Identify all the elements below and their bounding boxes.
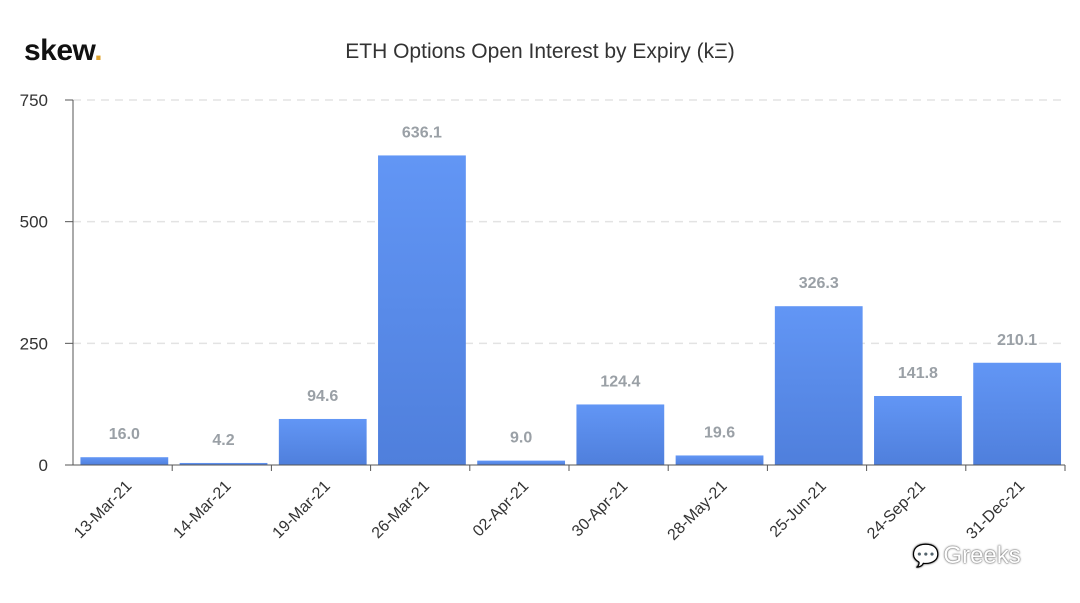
skew-logo: skew.	[24, 34, 103, 68]
x-tick-label: 31-Dec-21	[963, 478, 1028, 543]
bar-24-sep-21	[874, 395, 962, 465]
x-tick-label: 24-Sep-21	[864, 478, 929, 543]
x-tick-label: 02-Apr-21	[470, 478, 532, 540]
logo-text: skew	[24, 34, 95, 67]
bar-28-may-21	[675, 455, 764, 465]
bar-30-apr-21	[576, 404, 665, 465]
bar-19-mar-21	[278, 418, 367, 465]
data-label: 16.0	[109, 426, 140, 443]
bar-14-mar-21	[179, 462, 268, 465]
x-tick-label: 14-Mar-21	[170, 478, 234, 542]
bar-02-apr-21	[477, 460, 566, 465]
wechat-icon: 💬	[912, 543, 940, 568]
data-label: 636.1	[402, 124, 442, 141]
logo-dot: .	[94, 34, 103, 67]
data-label: 326.3	[799, 275, 839, 292]
grid-lines	[73, 99, 1065, 345]
data-label: 141.8	[898, 365, 938, 382]
x-tick-label: 30-Apr-21	[569, 478, 631, 540]
axes	[65, 99, 1066, 471]
chart-title: ETH Options Open Interest by Expiry (kΞ)	[345, 40, 735, 63]
data-label: 9.0	[510, 430, 532, 447]
x-tick-label: 19-Mar-21	[270, 478, 334, 542]
x-tick-label: 25-Jun-21	[767, 478, 830, 541]
bar-25-jun-21	[774, 306, 863, 465]
labels: 0 250 500 750 16.0 13-Mar-21 4.2 14-Mar-21 94.6 1…	[20, 91, 1038, 544]
data-label: 124.4	[600, 373, 640, 390]
y-tick-label: 500	[20, 213, 48, 232]
data-label: 4.2	[212, 432, 234, 449]
data-label: 210.1	[997, 332, 1037, 349]
bars	[80, 155, 1062, 465]
x-tick-label: 26-Mar-21	[369, 478, 433, 542]
y-tick-label: 0	[39, 456, 48, 475]
bar-13-mar-21	[80, 457, 169, 465]
bar-31-dec-21	[973, 362, 1062, 465]
watermark-text: Greeks	[943, 542, 1021, 569]
x-tick-label: 13-Mar-21	[71, 478, 135, 542]
y-tick-label: 750	[20, 91, 48, 110]
watermark: 💬 Greeks	[912, 542, 1021, 570]
data-label: 19.6	[704, 424, 735, 441]
bar-26-mar-21	[378, 155, 466, 465]
y-tick-label: 250	[20, 334, 48, 353]
x-tick-label: 28-May-21	[665, 478, 731, 544]
data-label: 94.6	[307, 388, 338, 405]
